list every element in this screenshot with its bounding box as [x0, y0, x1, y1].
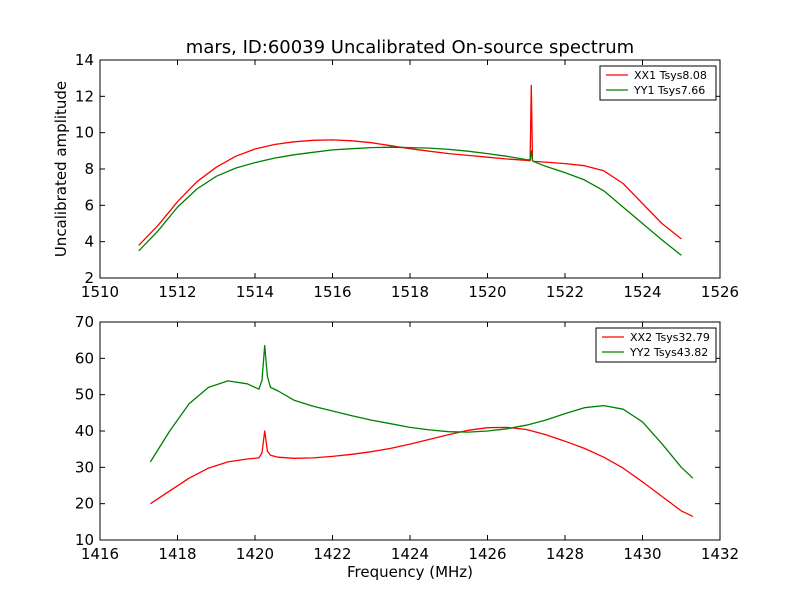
- top-spectrum-panel: 1510 1512 1514 1516 1518 1520 1522 1524 1526 2 4 6 8…: [75, 51, 739, 301]
- legend-label: XX1 Tsys8.08: [634, 69, 707, 82]
- x-tick-label: 1526: [701, 283, 739, 301]
- y-tick-label: 8: [84, 160, 94, 178]
- series-line-xx: [150, 426, 694, 517]
- y-tick-label: 12: [75, 87, 94, 105]
- y-tick-label: 2: [84, 269, 94, 287]
- x-tick-label: 1420: [236, 545, 274, 563]
- legend-label: YY2 Tsys43.82: [629, 346, 708, 359]
- y-tick-label: 4: [84, 233, 94, 251]
- series-line-yy: [149, 344, 694, 479]
- x-tick-label: 1418: [158, 545, 196, 563]
- x-tick-label: 1522: [546, 283, 584, 301]
- series-line-xx: [138, 84, 682, 246]
- x-tick-label: 1430: [623, 545, 661, 563]
- x-tick-label: 1510: [81, 283, 119, 301]
- x-tick-label: 1512: [158, 283, 196, 301]
- y-tick-label: 10: [75, 124, 94, 142]
- y-tick-label: 6: [84, 196, 94, 214]
- y-tick-label: 70: [75, 313, 94, 331]
- x-tick-label: 1518: [391, 283, 429, 301]
- x-tick-label: 1520: [468, 283, 506, 301]
- x-tick-label: 1428: [546, 545, 584, 563]
- x-tick-label: 1416: [81, 545, 119, 563]
- y-tick-label: 50: [75, 386, 94, 404]
- series-line-yy: [138, 146, 682, 256]
- x-tick-label: 1432: [701, 545, 739, 563]
- legend-box: [595, 327, 717, 363]
- x-tick-label: 1516: [313, 283, 351, 301]
- legend-label: XX2 Tsys32.79: [630, 331, 710, 344]
- y-tick-label: 60: [75, 349, 94, 367]
- x-tick-label: 1424: [391, 545, 429, 563]
- legend-label: YY1 Tsys7.66: [633, 84, 705, 97]
- y-tick-label: 20: [75, 495, 94, 513]
- y-tick-label: 14: [75, 51, 94, 69]
- chart-title: mars, ID:60039 Uncalibrated On-source sp…: [186, 37, 634, 58]
- x-axis-label: Frequency (MHz): [347, 563, 473, 581]
- x-tick-label: 1524: [623, 283, 661, 301]
- y-axis-label: Uncalibrated amplitude: [52, 81, 70, 257]
- y-tick-label: 10: [75, 531, 94, 549]
- y-tick-label: 40: [75, 422, 94, 440]
- legend-box: [599, 65, 717, 101]
- x-tick-label: 1514: [236, 283, 274, 301]
- x-tick-label: 1426: [468, 545, 506, 563]
- x-tick-label: 1422: [313, 545, 351, 563]
- bottom-spectrum-panel: 1416 1418 1420 1422 1424 1426 1428 1430 1432 10 20…: [75, 313, 739, 563]
- y-tick-label: 30: [75, 458, 94, 476]
